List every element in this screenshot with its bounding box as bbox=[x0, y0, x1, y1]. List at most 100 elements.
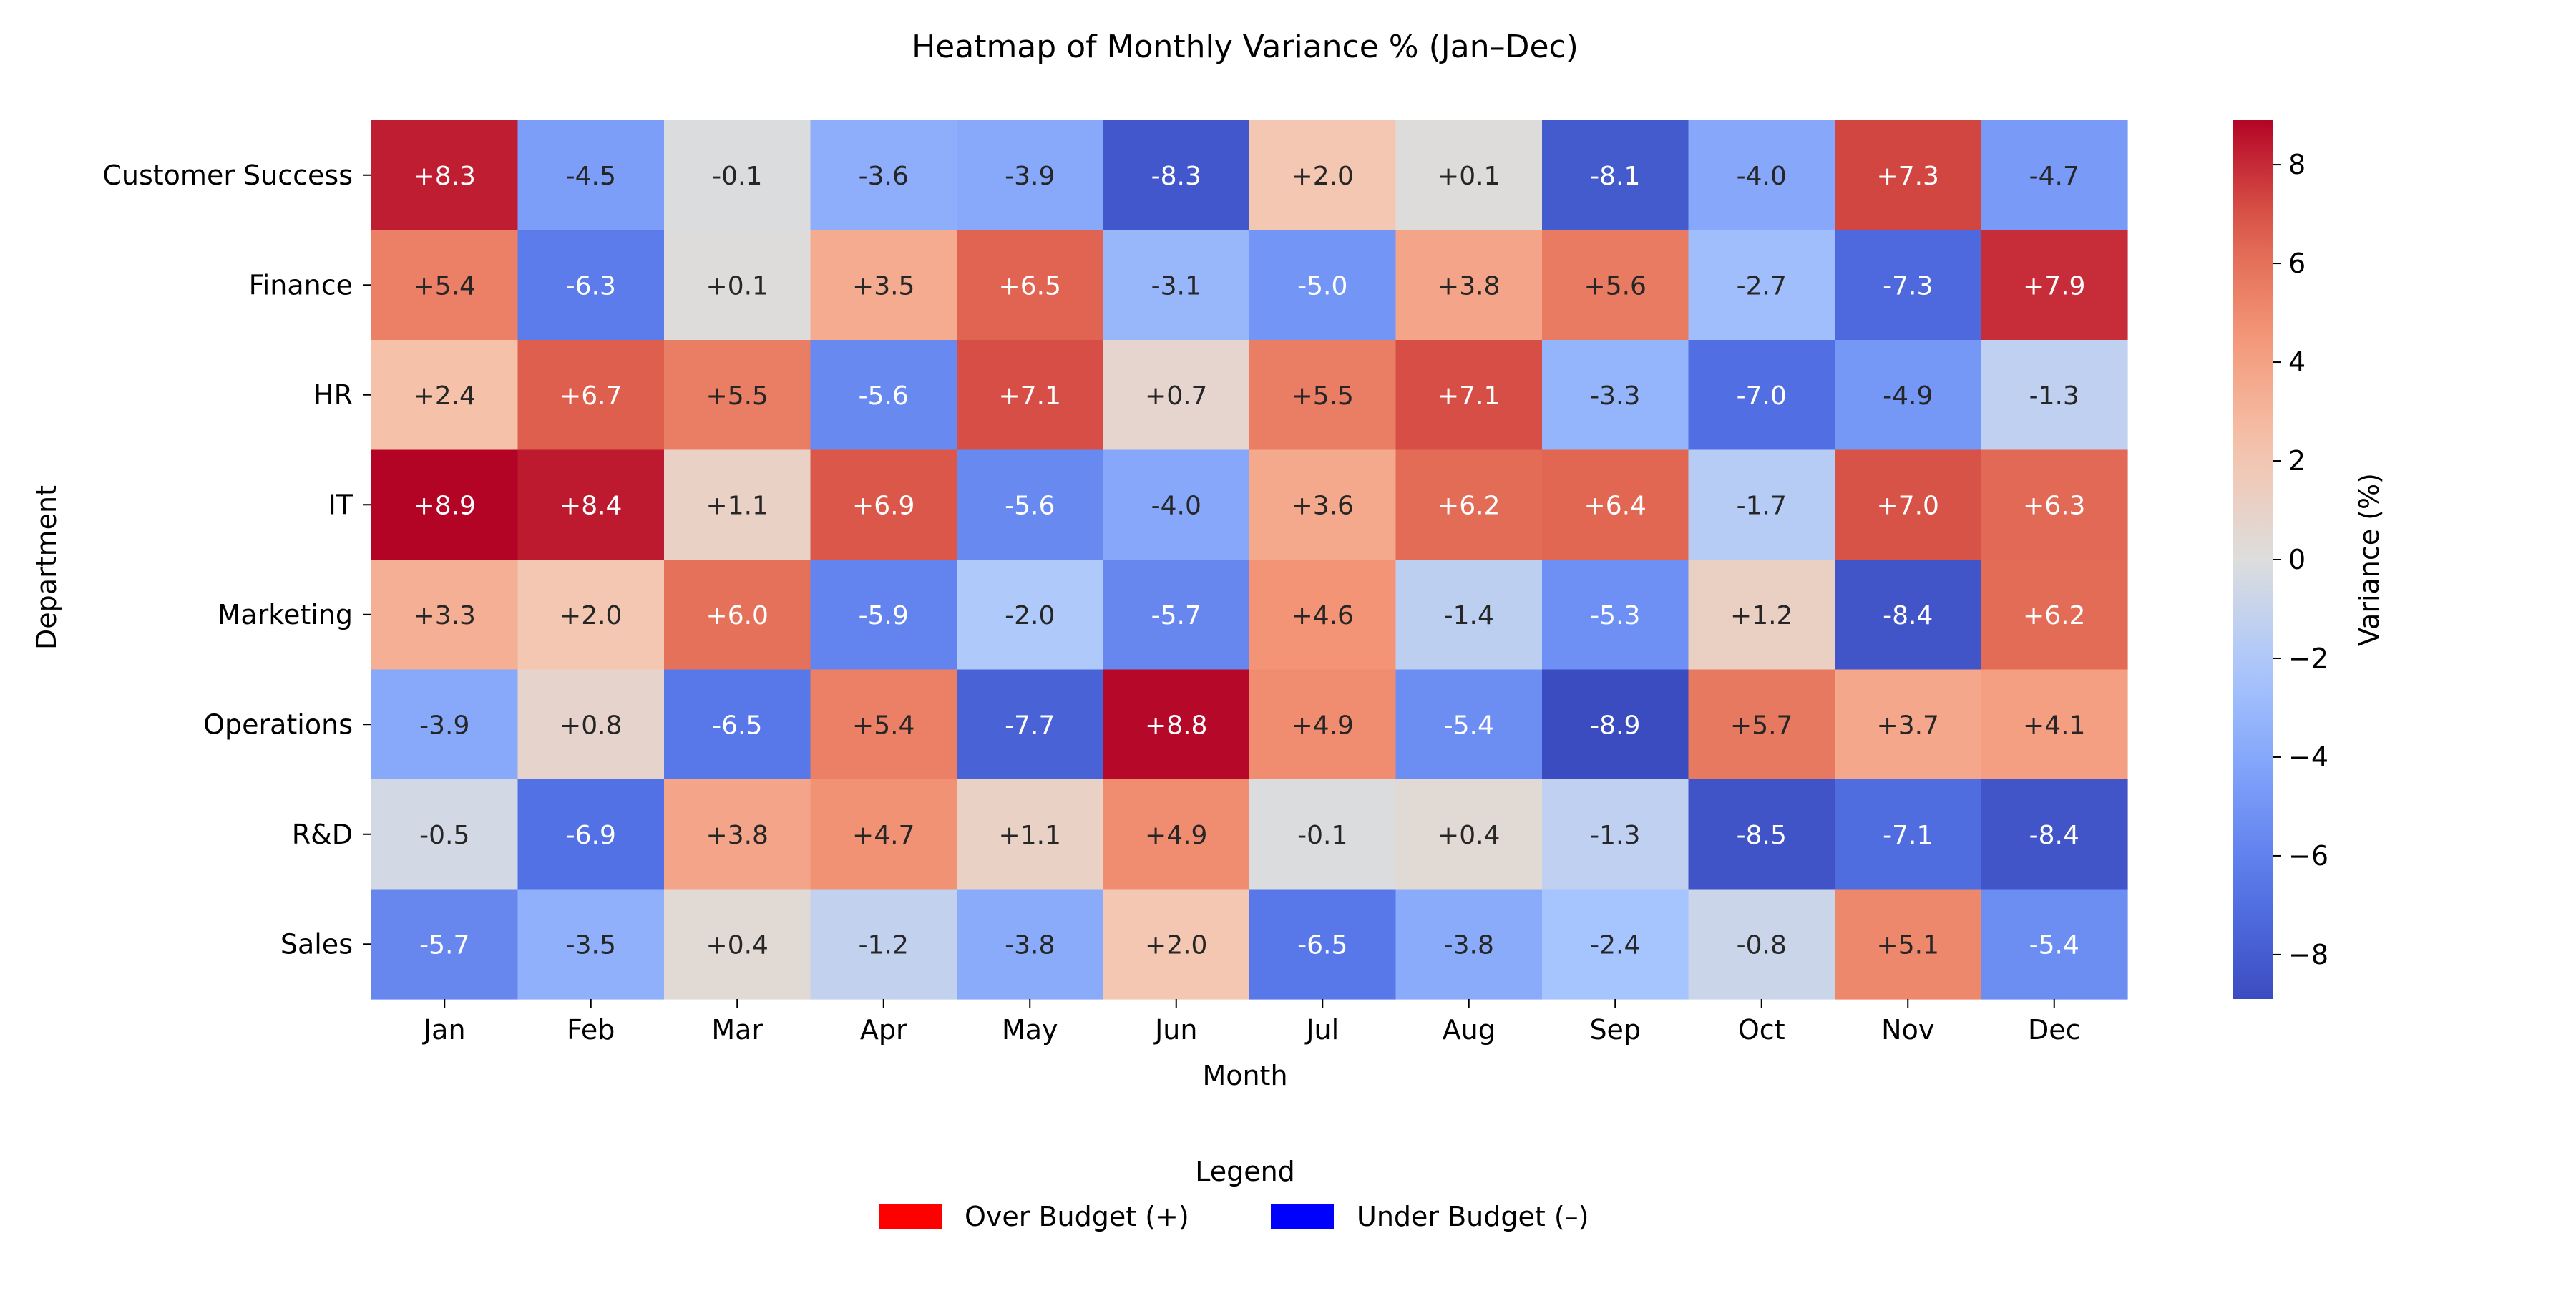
heatmap-cell-label: -0.1 bbox=[1297, 821, 1347, 850]
heatmap-cell-label: -1.7 bbox=[1737, 491, 1787, 520]
heatmap-cell-label: -0.8 bbox=[1737, 930, 1787, 960]
heatmap-cell bbox=[1835, 779, 1982, 890]
x-tick-label: Nov bbox=[1881, 1014, 1934, 1046]
heatmap-cell-label: -3.9 bbox=[1005, 162, 1055, 191]
heatmap-cell bbox=[1688, 560, 1835, 671]
y-tick-label: Finance bbox=[249, 269, 353, 301]
heatmap-cell bbox=[517, 669, 665, 780]
heatmap-cell bbox=[664, 669, 811, 780]
heatmap-cell bbox=[957, 120, 1104, 231]
heatmap-cell bbox=[957, 560, 1104, 671]
heatmap-cell-label: -5.3 bbox=[1590, 601, 1640, 630]
heatmap-cell-label: -8.4 bbox=[2029, 821, 2079, 850]
heatmap-cell-label: -3.8 bbox=[1005, 930, 1055, 960]
heatmap-cell bbox=[1981, 120, 2128, 231]
heatmap-cell-label: -3.1 bbox=[1151, 271, 1201, 301]
colorbar-tick-label: 2 bbox=[2288, 445, 2306, 477]
heatmap-cell-label: -3.3 bbox=[1590, 381, 1640, 411]
heatmap-cell bbox=[371, 779, 519, 890]
x-tick-label: Sep bbox=[1589, 1014, 1641, 1046]
heatmap-cell bbox=[1688, 779, 1835, 890]
heatmap-cell bbox=[371, 889, 519, 1000]
heatmap-cell-label: +5.6 bbox=[1584, 271, 1646, 301]
heatmap-cell bbox=[517, 340, 665, 451]
heatmap-cell bbox=[810, 889, 957, 1000]
y-axis-label: Department bbox=[31, 485, 62, 650]
heatmap-cell bbox=[1249, 889, 1397, 1000]
y-tick-label: Marketing bbox=[218, 599, 353, 630]
heatmap-cell bbox=[1542, 449, 1689, 560]
heatmap-cell-label: +0.1 bbox=[1438, 162, 1500, 191]
heatmap-cell-label: -4.7 bbox=[2029, 162, 2079, 191]
heatmap-cell bbox=[1103, 779, 1250, 890]
heatmap-cell-label: +4.9 bbox=[1292, 711, 1354, 740]
heatmap-cell-label: -3.8 bbox=[1444, 930, 1494, 960]
heatmap-cell bbox=[957, 889, 1104, 1000]
heatmap-cells bbox=[371, 120, 2128, 1000]
heatmap-cell bbox=[1249, 669, 1397, 780]
heatmap-cell-label: +1.1 bbox=[706, 491, 769, 520]
y-tick-label: HR bbox=[313, 379, 353, 411]
heatmap-cell bbox=[1103, 889, 1250, 1000]
colorbar-tick-label: 8 bbox=[2288, 149, 2306, 180]
heatmap-cell-label: -2.7 bbox=[1737, 271, 1787, 301]
heatmap-cell-label: +6.5 bbox=[999, 271, 1061, 301]
x-tick-label: Oct bbox=[1738, 1014, 1785, 1046]
heatmap-cell bbox=[1688, 340, 1835, 451]
heatmap-cell bbox=[1542, 669, 1689, 780]
heatmap-cell-label: -5.9 bbox=[859, 601, 909, 630]
heatmap-cell-label: +8.8 bbox=[1145, 711, 1207, 740]
heatmap-cell-label: -1.3 bbox=[1590, 821, 1640, 850]
heatmap-cell bbox=[1103, 449, 1250, 560]
x-axis-label: Month bbox=[1202, 1060, 1287, 1091]
heatmap-cell-label: +6.4 bbox=[1584, 491, 1646, 520]
heatmap-cell bbox=[1103, 230, 1250, 341]
heatmap-cell-label: -8.4 bbox=[1883, 601, 1933, 630]
heatmap-cell bbox=[1395, 449, 1543, 560]
heatmap-cell-label: +6.2 bbox=[1438, 491, 1500, 520]
heatmap-cell-label: +6.7 bbox=[560, 381, 622, 411]
heatmap-cell bbox=[664, 449, 811, 560]
heatmap-cell-label: +4.1 bbox=[2023, 711, 2085, 740]
heatmap-cell-label: -1.4 bbox=[1444, 601, 1494, 630]
colorbar-tick-label: 6 bbox=[2288, 248, 2306, 279]
heatmap-cell bbox=[1688, 669, 1835, 780]
heatmap-cell-label: +5.7 bbox=[1730, 711, 1792, 740]
heatmap-cell-label: +5.5 bbox=[706, 381, 769, 411]
heatmap-cell bbox=[664, 120, 811, 231]
chart-title: Heatmap of Monthly Variance % (Jan–Dec) bbox=[912, 29, 1579, 65]
x-tick-label: Apr bbox=[860, 1014, 907, 1046]
heatmap-cell-label: +2.0 bbox=[560, 601, 622, 630]
heatmap-cell-label: -1.2 bbox=[859, 930, 909, 960]
heatmap-cell-label: +7.3 bbox=[1877, 162, 1939, 191]
heatmap-cell bbox=[1395, 120, 1543, 231]
heatmap-cell bbox=[1835, 340, 1982, 451]
heatmap-cell bbox=[1542, 560, 1689, 671]
heatmap-cell-label: +4.6 bbox=[1292, 601, 1354, 630]
heatmap-cell-label: -6.5 bbox=[1297, 930, 1347, 960]
x-axis: Jan Feb Mar Apr May Jun Jul Aug Sep Oct Nov Dec bbox=[422, 999, 2081, 1046]
heatmap-cell-labels: +8.3 -4.5 -0.1 -3.6 -3.9 -8.3 +2.0 +0.1 -8.1 -4.0… bbox=[414, 162, 2086, 960]
heatmap-cell bbox=[810, 230, 957, 341]
heatmap-cell-label: +8.4 bbox=[560, 491, 622, 520]
heatmap-cell bbox=[1395, 779, 1543, 890]
heatmap-cell bbox=[1981, 449, 2128, 560]
heatmap-cell-label: -8.3 bbox=[1151, 162, 1201, 191]
heatmap-cell bbox=[1542, 889, 1689, 1000]
heatmap-cell-label: +5.5 bbox=[1292, 381, 1354, 411]
heatmap-cell-label: +5.4 bbox=[852, 711, 914, 740]
heatmap-cell bbox=[1395, 560, 1543, 671]
heatmap-cell bbox=[664, 560, 811, 671]
heatmap-cell bbox=[1103, 120, 1250, 231]
heatmap-cell bbox=[1542, 120, 1689, 231]
heatmap-cell-label: -5.6 bbox=[1005, 491, 1055, 520]
heatmap-cell-label: +0.1 bbox=[706, 271, 769, 301]
heatmap-cell bbox=[1542, 779, 1689, 890]
heatmap-cell-label: +5.4 bbox=[414, 271, 476, 301]
heatmap-cell-label: -0.5 bbox=[419, 821, 469, 850]
x-tick-label: Feb bbox=[567, 1014, 615, 1046]
x-tick-label: Jul bbox=[1304, 1014, 1339, 1046]
heatmap-cell-label: -3.5 bbox=[566, 930, 616, 960]
heatmap-cell bbox=[1249, 779, 1397, 890]
